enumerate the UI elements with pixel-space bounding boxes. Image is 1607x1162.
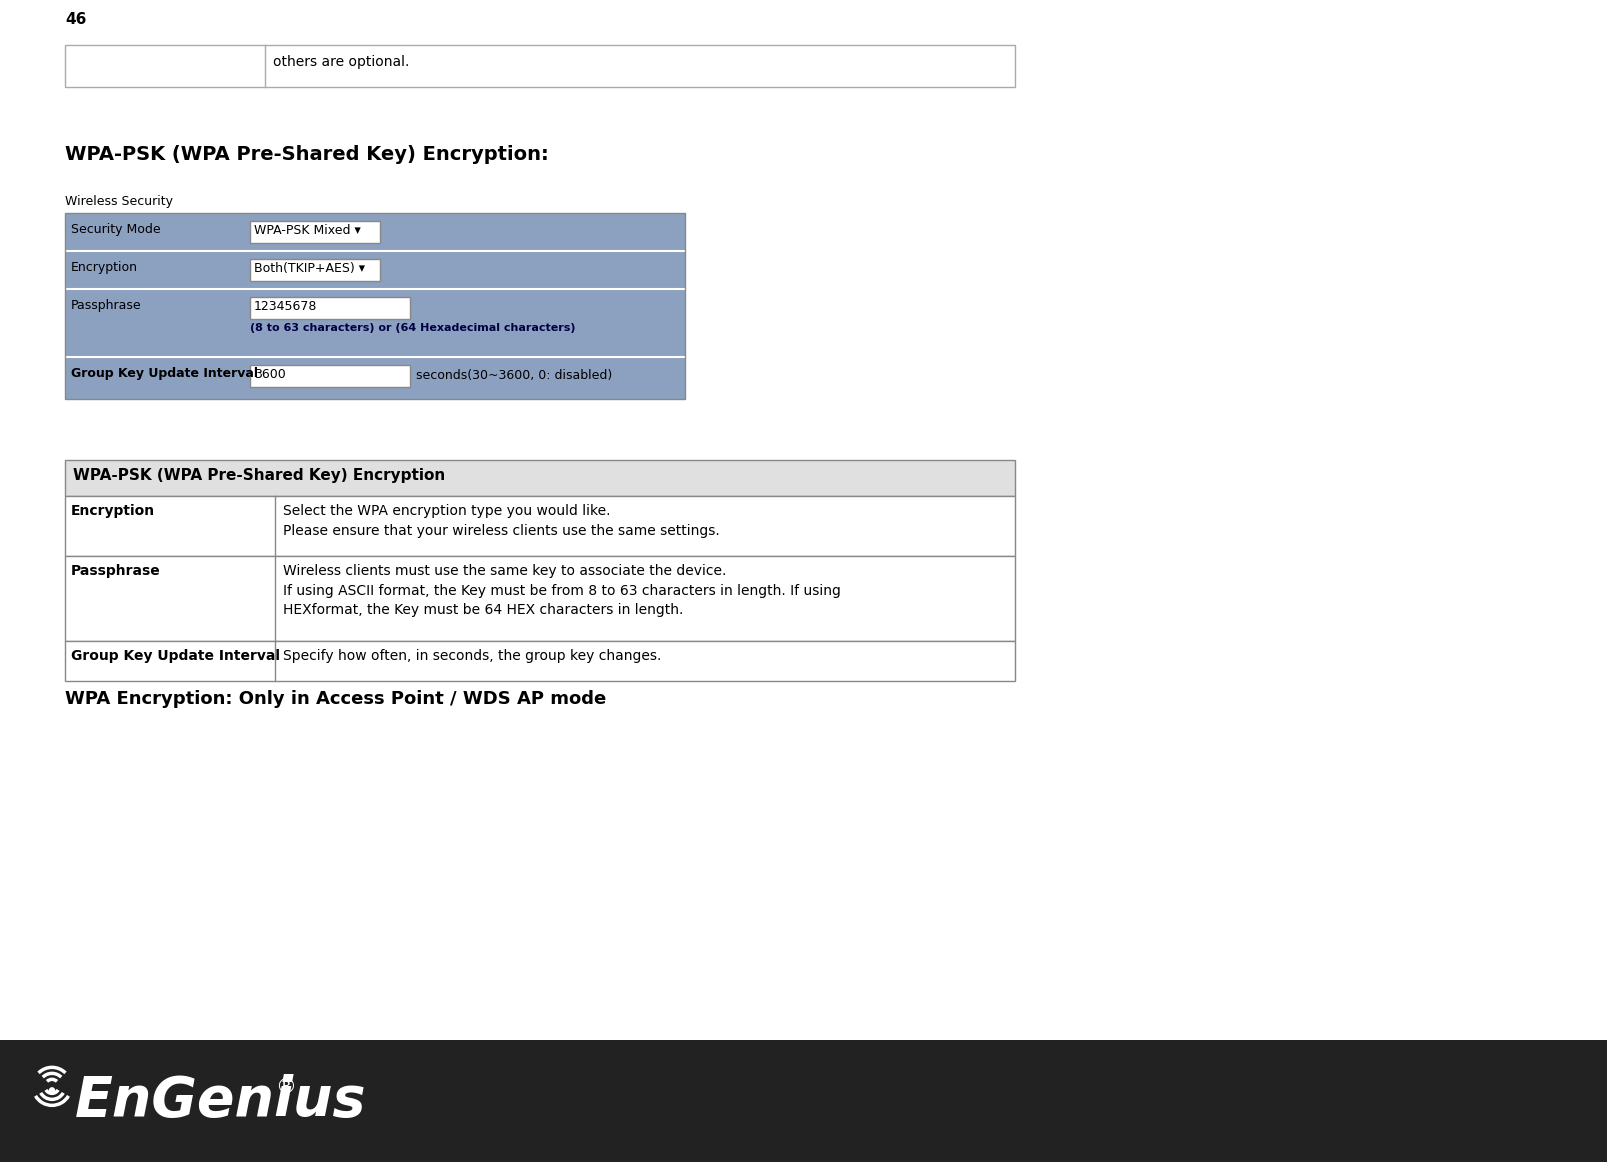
Bar (64, 641, 1016, 681)
Bar (0, 1040, 1607, 1162)
Bar (251, 297, 410, 320)
Bar (64, 289, 685, 357)
Bar (64, 555, 1016, 641)
Text: Group Key Update Interval: Group Key Update Interval (71, 650, 280, 664)
Text: Passphrase: Passphrase (71, 299, 141, 313)
Bar (64, 496, 1016, 555)
Text: 12345678: 12345678 (254, 300, 317, 313)
Bar (64, 213, 685, 251)
Text: WPA-PSK Mixed ▾: WPA-PSK Mixed ▾ (254, 224, 360, 237)
Bar (64, 45, 1016, 87)
Bar (251, 221, 379, 243)
Text: 3600: 3600 (254, 368, 286, 381)
Text: Wireless Security: Wireless Security (64, 195, 174, 208)
Text: Encryption: Encryption (71, 504, 156, 518)
Text: ®: ® (275, 1077, 296, 1097)
Text: EnGenius: EnGenius (76, 1074, 366, 1128)
Bar (64, 213, 685, 399)
Text: Select the WPA encryption type you would like.
Please ensure that your wireless : Select the WPA encryption type you would… (283, 504, 720, 538)
Text: others are optional.: others are optional. (273, 55, 410, 69)
Text: Wireless clients must use the same key to associate the device.
If using ASCII f: Wireless clients must use the same key t… (283, 564, 840, 617)
Text: Security Mode: Security Mode (71, 223, 161, 236)
Text: Passphrase: Passphrase (71, 564, 161, 578)
Text: Specify how often, in seconds, the group key changes.: Specify how often, in seconds, the group… (283, 650, 662, 664)
Text: (8 to 63 characters) or (64 Hexadecimal characters): (8 to 63 characters) or (64 Hexadecimal … (251, 323, 575, 333)
Bar (64, 251, 685, 289)
Text: Both(TKIP+AES) ▾: Both(TKIP+AES) ▾ (254, 261, 365, 275)
Bar (64, 460, 1016, 496)
Bar (251, 365, 410, 387)
Bar (64, 357, 685, 399)
Circle shape (50, 1088, 55, 1092)
Bar (251, 259, 379, 281)
Text: Group Key Update Interval: Group Key Update Interval (71, 367, 259, 380)
Text: Encryption: Encryption (71, 261, 138, 274)
Text: WPA Encryption: Only in Access Point / WDS AP mode: WPA Encryption: Only in Access Point / W… (64, 690, 606, 708)
Text: WPA-PSK (WPA Pre-Shared Key) Encryption:: WPA-PSK (WPA Pre-Shared Key) Encryption: (64, 145, 548, 164)
Text: 46: 46 (64, 12, 87, 27)
Text: WPA-PSK (WPA Pre-Shared Key) Encryption: WPA-PSK (WPA Pre-Shared Key) Encryption (72, 468, 445, 483)
Text: seconds(30~3600, 0: disabled): seconds(30~3600, 0: disabled) (416, 370, 612, 382)
